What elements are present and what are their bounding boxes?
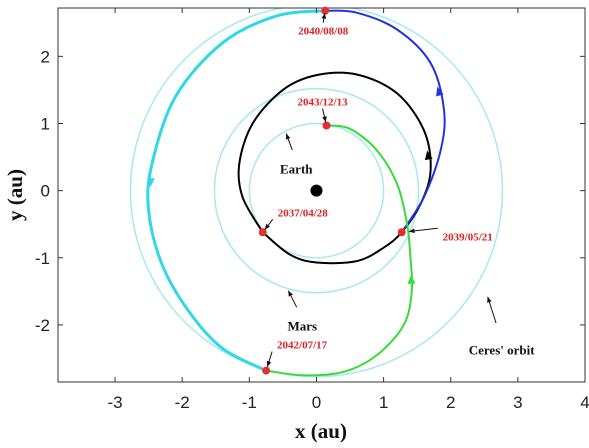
annotation: Ceres' orbit	[469, 343, 535, 358]
sun	[310, 184, 323, 197]
event-point	[322, 121, 331, 130]
x-tick-label: 2	[446, 393, 455, 412]
annotation: Earth	[280, 162, 313, 177]
x-tick-label: 4	[580, 393, 589, 412]
x-tick-label: -3	[108, 393, 123, 412]
direction-arrow	[436, 86, 444, 97]
date-label: 2043/12/13	[297, 97, 348, 109]
annotation: Mars	[287, 319, 317, 334]
pointer-head	[321, 13, 327, 19]
pointer-head	[408, 228, 415, 234]
date-label: 2042/07/17	[277, 340, 328, 352]
event-point	[321, 6, 330, 15]
x-tick-label: 1	[379, 393, 388, 412]
trajectory	[237, 71, 432, 265]
direction-arrow	[147, 177, 155, 188]
direction-arrow	[407, 274, 416, 284]
x-tick-label: -2	[175, 393, 190, 412]
y-axis-label: y (au)	[3, 169, 27, 221]
y-tick-label: -1	[35, 249, 50, 268]
plot-area	[129, 8, 504, 378]
event-point	[258, 228, 267, 237]
orbit	[248, 122, 385, 259]
y-tick-label: 2	[41, 47, 50, 66]
date-label: 2039/05/21	[443, 231, 493, 243]
event-point	[262, 366, 271, 375]
plot-frame	[57, 7, 586, 383]
y-tick-label: -2	[35, 316, 50, 335]
pointer-head	[487, 296, 492, 303]
date-label: 2037/04/28	[278, 207, 329, 219]
date-label: 2040/08/08	[298, 26, 349, 38]
x-tick-label: -1	[242, 393, 257, 412]
x-axis-label: x (au)	[295, 419, 347, 443]
pointer-head	[264, 223, 270, 230]
pointer-head	[322, 116, 327, 123]
trajectory	[325, 9, 446, 233]
pointer-head	[266, 360, 272, 367]
pointer-head	[288, 290, 293, 297]
direction-arrow	[424, 150, 433, 161]
event-point	[397, 228, 406, 237]
orbit	[213, 87, 420, 294]
y-tick-label: 1	[41, 114, 50, 133]
trajectory	[146, 9, 326, 372]
trajectory	[265, 124, 414, 377]
orbit	[129, 8, 504, 378]
x-tick-label: 3	[513, 393, 522, 412]
pointer-head	[285, 133, 291, 140]
y-tick-label: 0	[41, 182, 50, 201]
x-tick-label: 0	[312, 393, 321, 412]
